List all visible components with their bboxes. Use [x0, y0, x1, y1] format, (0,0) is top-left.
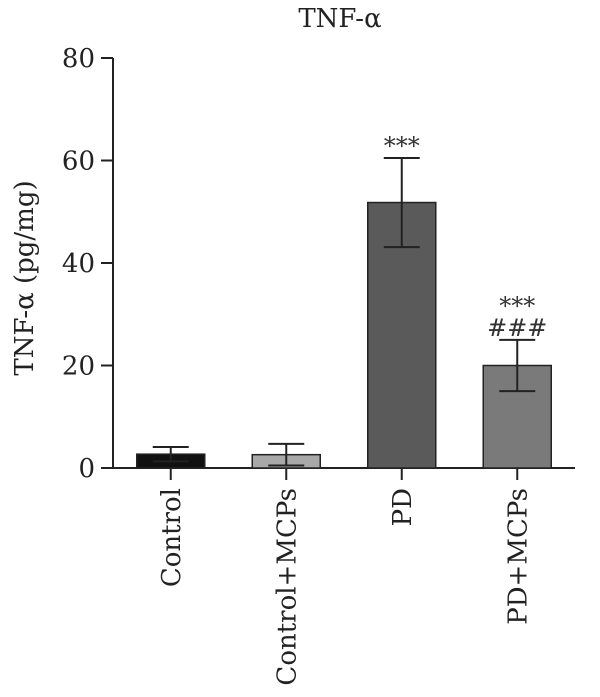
category-label: Control: [157, 488, 187, 587]
category-label: Control+MCPs: [272, 488, 302, 686]
category-labels: Control Control+MCPs PD PD+MCPs: [157, 488, 534, 686]
y-tick-label: 40: [62, 249, 95, 279]
significance-mark: ###: [487, 314, 547, 342]
y-tick-label: 80: [62, 44, 95, 74]
y-tick-label: 60: [62, 147, 95, 177]
category-label: PD+MCPs: [503, 488, 533, 625]
y-tick-label: 0: [78, 454, 95, 484]
significance-annotations: ******###: [384, 132, 548, 342]
y-axis-label: TNF-α (pg/mg): [10, 180, 40, 375]
error-bars: [152, 156, 536, 467]
category-label: PD: [388, 488, 418, 526]
significance-mark: ***: [384, 132, 420, 160]
y-ticks: 0 20 40 60 80: [62, 44, 113, 484]
y-tick-label: 20: [62, 352, 95, 382]
significance-mark: ***: [499, 292, 535, 320]
chart-title: TNF-α: [298, 4, 381, 34]
